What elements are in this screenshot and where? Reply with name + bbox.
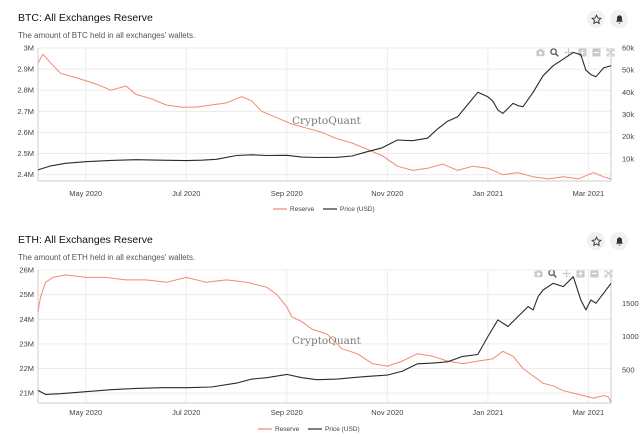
y-right-tick-label: 1500 xyxy=(622,299,639,308)
bell-icon xyxy=(615,236,623,246)
x-tick-label: Jan 2021 xyxy=(472,408,503,417)
price-series-line xyxy=(37,276,612,395)
y-left-tick-label: 2.6M xyxy=(17,128,34,137)
legend-label-reserve: Reserve xyxy=(290,206,315,213)
y-right-tick-label: 50k xyxy=(622,66,634,75)
legend-label-reserve: Reserve xyxy=(275,426,300,433)
zoom-out-icon[interactable] xyxy=(592,44,601,57)
y-left-tick-label: 22M xyxy=(19,364,34,373)
zoom-in-icon[interactable] xyxy=(576,265,585,278)
reserve-series-line xyxy=(37,53,612,180)
y-left-tick-label: 25M xyxy=(19,290,34,299)
price-series-line xyxy=(37,51,612,171)
eth-reserve-chart: 21M 22M 23M 24M 25M 26M 500 1000 1500 May 2020 Jul… xyxy=(19,266,639,434)
btc-reserve-panel: BTC: All Exchanges Reserve The amount of… xyxy=(0,0,640,218)
x-tick-label: Jul 2020 xyxy=(172,408,200,417)
zoom-out-icon[interactable] xyxy=(590,265,599,278)
y-left-tick-label: 24M xyxy=(19,315,34,324)
chart-subtitle: The amount of ETH held in all exchanges'… xyxy=(18,253,196,262)
watermark: CryptoQuant xyxy=(292,115,362,127)
alert-button[interactable] xyxy=(610,10,628,28)
x-tick-label: Nov 2020 xyxy=(371,408,403,417)
x-tick-label: May 2020 xyxy=(69,189,102,198)
x-tick-label: May 2020 xyxy=(69,408,102,417)
y-right-tick-label: 30k xyxy=(622,110,634,119)
chart-legend: Reserve Price (USD) xyxy=(258,426,360,433)
x-tick-label: Sep 2020 xyxy=(271,408,303,417)
chart-legend: Reserve Price (USD) xyxy=(273,206,375,213)
pan-icon[interactable] xyxy=(562,265,571,278)
x-tick-label: Jan 2021 xyxy=(472,189,503,198)
y-right-tick-label: 20k xyxy=(622,132,634,141)
y-left-tick-label: 2.7M xyxy=(17,107,34,116)
reserve-series-line xyxy=(37,274,612,404)
star-icon xyxy=(590,13,602,24)
alert-button[interactable] xyxy=(610,232,628,250)
y-right-tick-label: 40k xyxy=(622,88,634,97)
legend-label-price: Price (USD) xyxy=(340,206,375,213)
y-left-tick-label: 21M xyxy=(19,389,34,398)
x-tick-label: Nov 2020 xyxy=(371,189,403,198)
chart-title: ETH: All Exchanges Reserve xyxy=(18,234,153,246)
y-left-tick-label: 2.4M xyxy=(17,170,34,179)
y-left-tick-label: 3M xyxy=(24,44,34,53)
x-tick-label: Mar 2021 xyxy=(573,189,605,198)
x-tick-label: Sep 2020 xyxy=(271,189,303,198)
y-right-tick-label: 500 xyxy=(622,365,635,374)
legend-label-price: Price (USD) xyxy=(325,426,360,433)
y-left-tick-label: 26M xyxy=(19,266,34,275)
x-tick-label: Jul 2020 xyxy=(172,189,200,198)
chart-subtitle: The amount of BTC held in all exchanges'… xyxy=(18,31,196,40)
y-right-tick-label: 1000 xyxy=(622,332,639,341)
y-left-tick-label: 2.9M xyxy=(17,65,34,74)
watermark: CryptoQuant xyxy=(292,335,362,347)
camera-icon[interactable] xyxy=(536,44,545,57)
y-left-tick-label: 2.5M xyxy=(17,149,34,158)
star-icon xyxy=(590,235,602,246)
favorite-button[interactable] xyxy=(587,232,605,250)
y-right-tick-label: 60k xyxy=(622,44,634,53)
zoom-icon[interactable] xyxy=(550,44,559,57)
y-right-tick-label: 10k xyxy=(622,154,634,163)
y-left-tick-label: 2.8M xyxy=(17,86,34,95)
camera-icon[interactable] xyxy=(534,265,543,278)
x-tick-label: Mar 2021 xyxy=(573,408,605,417)
btc-reserve-chart: 2.4M 2.5M 2.6M 2.7M 2.8M 2.9M 3M 10k 20k 30k 40k 50… xyxy=(17,44,634,214)
eth-reserve-panel: ETH: All Exchanges Reserve The amount of… xyxy=(0,222,640,437)
y-left-tick-label: 23M xyxy=(19,339,34,348)
favorite-button[interactable] xyxy=(587,10,605,28)
bell-icon xyxy=(615,14,623,24)
chart-title: BTC: All Exchanges Reserve xyxy=(18,12,153,24)
